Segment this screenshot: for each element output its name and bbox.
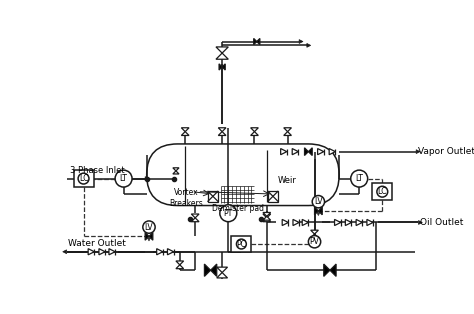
Polygon shape [310,230,319,234]
Circle shape [237,239,246,249]
Text: LV: LV [145,223,153,232]
Polygon shape [299,40,303,43]
Polygon shape [219,132,226,135]
Circle shape [377,186,388,197]
Bar [267,191,278,202]
Polygon shape [157,249,163,255]
Polygon shape [173,168,179,171]
Text: LC: LC [79,174,88,183]
Circle shape [143,221,155,233]
Polygon shape [293,219,299,225]
Text: LT: LT [355,174,363,183]
Polygon shape [254,38,257,45]
Bar [231,236,251,252]
Polygon shape [176,261,183,265]
Polygon shape [263,218,271,222]
Polygon shape [335,219,341,225]
Polygon shape [147,238,151,241]
Text: LV: LV [314,197,323,206]
Polygon shape [257,38,260,45]
Bar [372,183,392,200]
Text: LT: LT [119,174,128,183]
Polygon shape [251,132,258,135]
Text: Oil Outlet: Oil Outlet [420,218,464,227]
Polygon shape [292,149,298,155]
Polygon shape [309,148,312,155]
Text: PT: PT [224,209,233,218]
Polygon shape [219,128,226,132]
Polygon shape [319,207,322,215]
Polygon shape [176,265,183,269]
Polygon shape [88,249,94,255]
Polygon shape [204,264,210,276]
Polygon shape [330,264,336,276]
Text: LC: LC [378,187,387,196]
Polygon shape [216,53,228,59]
Polygon shape [173,171,179,174]
Text: Vapor Outlet: Vapor Outlet [418,147,474,156]
Polygon shape [182,132,189,135]
Polygon shape [191,214,199,218]
Polygon shape [310,234,319,238]
Polygon shape [263,213,271,216]
Circle shape [115,170,132,187]
Polygon shape [329,149,335,155]
Polygon shape [263,216,271,220]
Circle shape [220,205,237,222]
Polygon shape [281,149,287,155]
Polygon shape [182,128,189,132]
Polygon shape [284,132,292,135]
Text: Demister pad: Demister pad [211,204,264,213]
Circle shape [309,236,321,248]
Polygon shape [302,219,309,225]
Bar [73,170,93,187]
Polygon shape [222,64,225,70]
Polygon shape [284,128,292,132]
Circle shape [312,196,325,208]
Text: Water Outlet: Water Outlet [68,239,126,248]
Polygon shape [416,150,420,154]
Polygon shape [304,148,309,155]
Polygon shape [149,232,153,240]
Text: Vortex
Breakers: Vortex Breakers [169,188,203,208]
Bar [208,191,219,202]
Polygon shape [419,220,422,225]
Polygon shape [217,273,228,278]
Polygon shape [251,128,258,132]
Polygon shape [63,250,66,254]
Text: 3 Phase Inlet: 3 Phase Inlet [70,166,124,175]
Text: PC: PC [237,240,246,249]
Polygon shape [263,214,271,218]
Polygon shape [99,249,105,255]
Polygon shape [210,264,217,276]
Polygon shape [109,249,115,255]
Polygon shape [315,207,319,215]
FancyBboxPatch shape [146,144,339,206]
Polygon shape [356,219,362,225]
Polygon shape [307,43,310,47]
Polygon shape [282,219,288,225]
Polygon shape [191,218,199,222]
Circle shape [78,173,89,184]
Polygon shape [317,213,320,215]
Polygon shape [216,47,228,53]
Polygon shape [346,219,352,225]
Polygon shape [145,232,149,240]
Polygon shape [219,64,222,70]
Text: Weir: Weir [278,176,296,185]
Polygon shape [318,149,324,155]
Polygon shape [145,177,149,181]
Polygon shape [217,267,228,273]
Polygon shape [309,239,312,242]
Polygon shape [324,264,330,276]
Polygon shape [167,249,173,255]
Text: PV: PV [310,237,319,246]
Polygon shape [367,219,373,225]
Circle shape [351,170,368,187]
